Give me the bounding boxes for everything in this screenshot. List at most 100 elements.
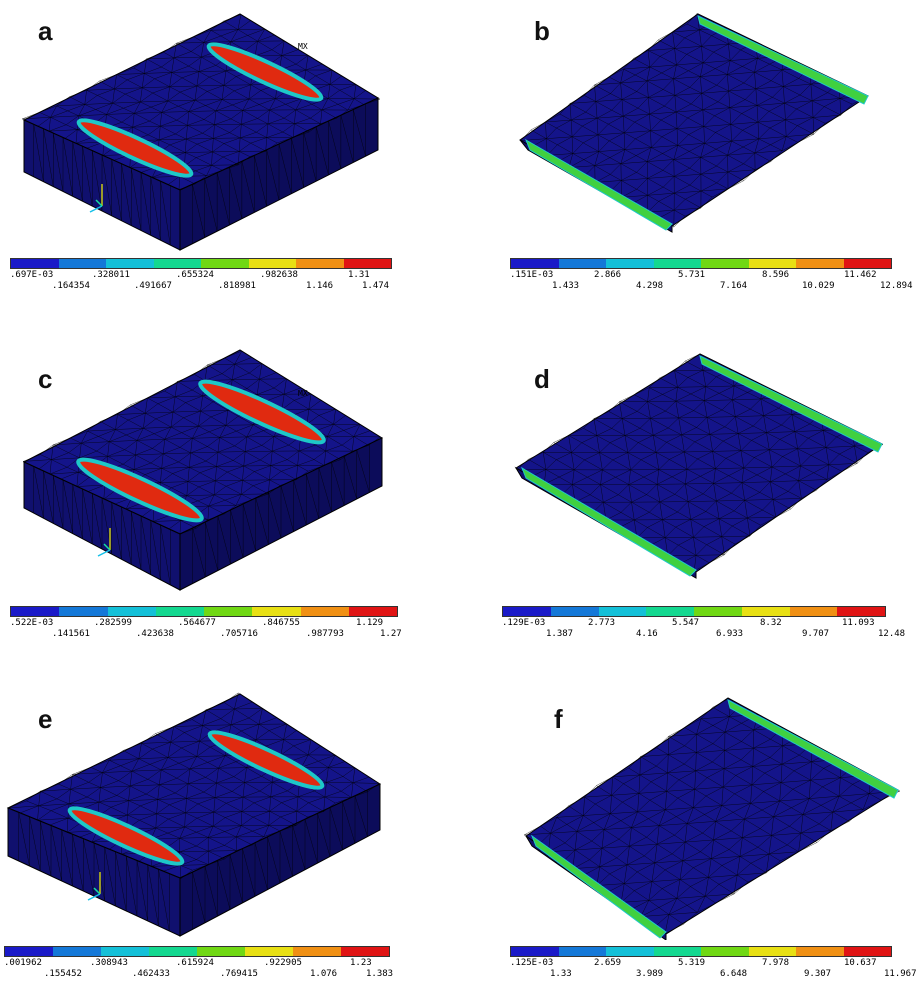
legend-value: 7.164: [720, 282, 747, 291]
panel-d: d .129E-03 2.773 5.547 8.32 11.093 1.387…: [500, 340, 917, 640]
legend-values: .151E-03 2.866 5.731 8.596 11.462 1.433 …: [510, 271, 910, 295]
legend-value: 12.894: [880, 282, 913, 291]
legend-swatch: [701, 259, 749, 268]
legend-value: 1.129: [356, 619, 383, 628]
legend-swatch: [646, 607, 694, 616]
panel-e: e .001962 .308943 .615924 .922905 1.23 .…: [0, 680, 450, 977]
legend-color-bar: [510, 946, 892, 957]
legend-swatch: [790, 607, 838, 616]
legend-value: 9.707: [802, 630, 829, 639]
legend-value: 10.029: [802, 282, 835, 291]
legend-value: .522E-03: [10, 619, 53, 628]
legend-swatch: [349, 607, 397, 616]
legend-swatch: [606, 947, 654, 956]
legend-swatch: [796, 947, 844, 956]
legend-swatch: [11, 259, 59, 268]
legend-value: 5.319: [678, 959, 705, 968]
legend-value: .308943: [90, 959, 128, 968]
legend-value: 11.093: [842, 619, 875, 628]
legend-swatch: [837, 607, 885, 616]
legend-value: 5.547: [672, 619, 699, 628]
legend-value: .769415: [220, 970, 258, 979]
legend-swatch: [197, 947, 245, 956]
legend-values: .522E-03 .282599 .564677 .846755 1.129 .…: [10, 619, 398, 643]
legend-value: .982638: [260, 271, 298, 280]
legend-value: .001962: [4, 959, 42, 968]
legend-swatch: [341, 947, 389, 956]
legend-swatch: [344, 259, 392, 268]
legend-swatch: [201, 259, 249, 268]
legend-swatch: [149, 947, 197, 956]
legend-swatch: [694, 607, 742, 616]
legend-value: 9.307: [804, 970, 831, 979]
legend-swatch: [511, 947, 559, 956]
legend-value: 6.648: [720, 970, 747, 979]
legend-swatch: [749, 259, 797, 268]
block-model-c: MX: [0, 340, 450, 600]
legend-value: 8.596: [762, 271, 789, 280]
legend-swatch: [606, 259, 654, 268]
mx-marker: MX: [298, 42, 308, 51]
legend-value: 1.23: [350, 959, 372, 968]
legend-value: .462433: [132, 970, 170, 979]
mx-marker: MX: [298, 389, 308, 398]
legend-values: .129E-03 2.773 5.547 8.32 11.093 1.387 4…: [502, 619, 902, 643]
legend-swatch: [654, 259, 702, 268]
legend-color-bar: [10, 606, 398, 617]
legend-value: 1.076: [310, 970, 337, 979]
panel-a: a MX .697E-03 .328011 .655324 .982638 1.…: [0, 0, 450, 300]
legend-value: .615924: [176, 959, 214, 968]
legend-value: 11.462: [844, 271, 877, 280]
legend-value: 4.298: [636, 282, 663, 291]
legend-value: .129E-03: [502, 619, 545, 628]
panel-c: c MX .522E-03 .282599 .564677 .846755 1.…: [0, 340, 450, 640]
legend-swatch: [11, 607, 59, 616]
legend-value: 1.146: [306, 282, 333, 291]
legend-value: 5.731: [678, 271, 705, 280]
legend-value: .125E-03: [510, 959, 553, 968]
legend-color-bar: [502, 606, 886, 617]
legend-swatch: [742, 607, 790, 616]
panel-f: f .125E-03 2.659 5.319 7.978 10.637 1.33…: [500, 680, 917, 977]
legend-value: 2.773: [588, 619, 615, 628]
legend-color-bar: [4, 946, 390, 957]
legend-value: 3.989: [636, 970, 663, 979]
plate-model-f: [500, 680, 917, 940]
legend-swatch: [749, 947, 797, 956]
legend-value: 1.33: [550, 970, 572, 979]
legend-swatch: [503, 607, 551, 616]
legend-swatch: [252, 607, 300, 616]
legend-swatch: [293, 947, 341, 956]
legend-swatch: [301, 607, 349, 616]
legend-value: .697E-03: [10, 271, 53, 280]
legend-swatch: [559, 259, 607, 268]
legend-swatch: [844, 259, 892, 268]
legend-swatch: [154, 259, 202, 268]
plate-model-d: [500, 340, 917, 600]
legend-swatch: [511, 259, 559, 268]
legend-value: 1.27: [380, 630, 402, 639]
legend-value: 1.31: [348, 271, 370, 280]
legend-color-bar: [510, 258, 892, 269]
legend-value: 2.659: [594, 959, 621, 968]
legend-swatch: [245, 947, 293, 956]
legend-swatch: [551, 607, 599, 616]
legend-value: .922905: [264, 959, 302, 968]
legend-value: 7.978: [762, 959, 789, 968]
legend-value: .328011: [92, 271, 130, 280]
legend-value: 12.48: [878, 630, 905, 639]
legend-value: .655324: [176, 271, 214, 280]
legend-value: .164354: [52, 282, 90, 291]
legend-swatch: [796, 259, 844, 268]
legend-swatch: [101, 947, 149, 956]
legend-value: .423638: [136, 630, 174, 639]
legend-value: .705716: [220, 630, 258, 639]
block-model-e: [0, 680, 450, 940]
legend-swatch: [156, 607, 204, 616]
legend-value: 2.866: [594, 271, 621, 280]
legend-value: 1.383: [366, 970, 393, 979]
legend-swatch: [106, 259, 154, 268]
legend-value: 8.32: [760, 619, 782, 628]
legend-value: 11.967: [884, 970, 917, 979]
legend-swatch: [108, 607, 156, 616]
